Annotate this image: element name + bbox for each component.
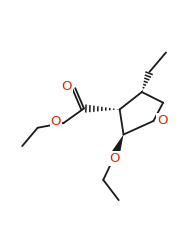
Text: O: O <box>157 113 167 127</box>
Polygon shape <box>109 135 124 160</box>
Text: O: O <box>51 115 61 129</box>
Text: O: O <box>110 152 120 165</box>
Text: O: O <box>61 80 72 93</box>
